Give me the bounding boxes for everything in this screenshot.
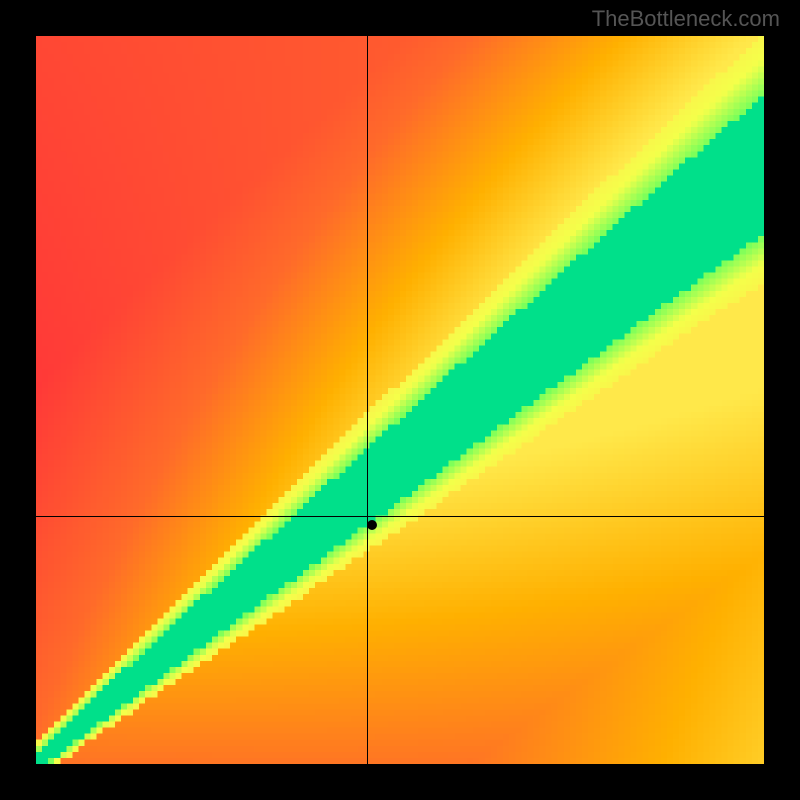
chart-container: TheBottleneck.com — [0, 0, 800, 800]
watermark-text: TheBottleneck.com — [592, 6, 780, 32]
crosshair-vertical — [367, 36, 368, 764]
marker-dot — [367, 520, 377, 530]
heatmap-canvas — [36, 36, 764, 764]
plot-area — [36, 36, 764, 764]
crosshair-horizontal — [36, 516, 764, 517]
